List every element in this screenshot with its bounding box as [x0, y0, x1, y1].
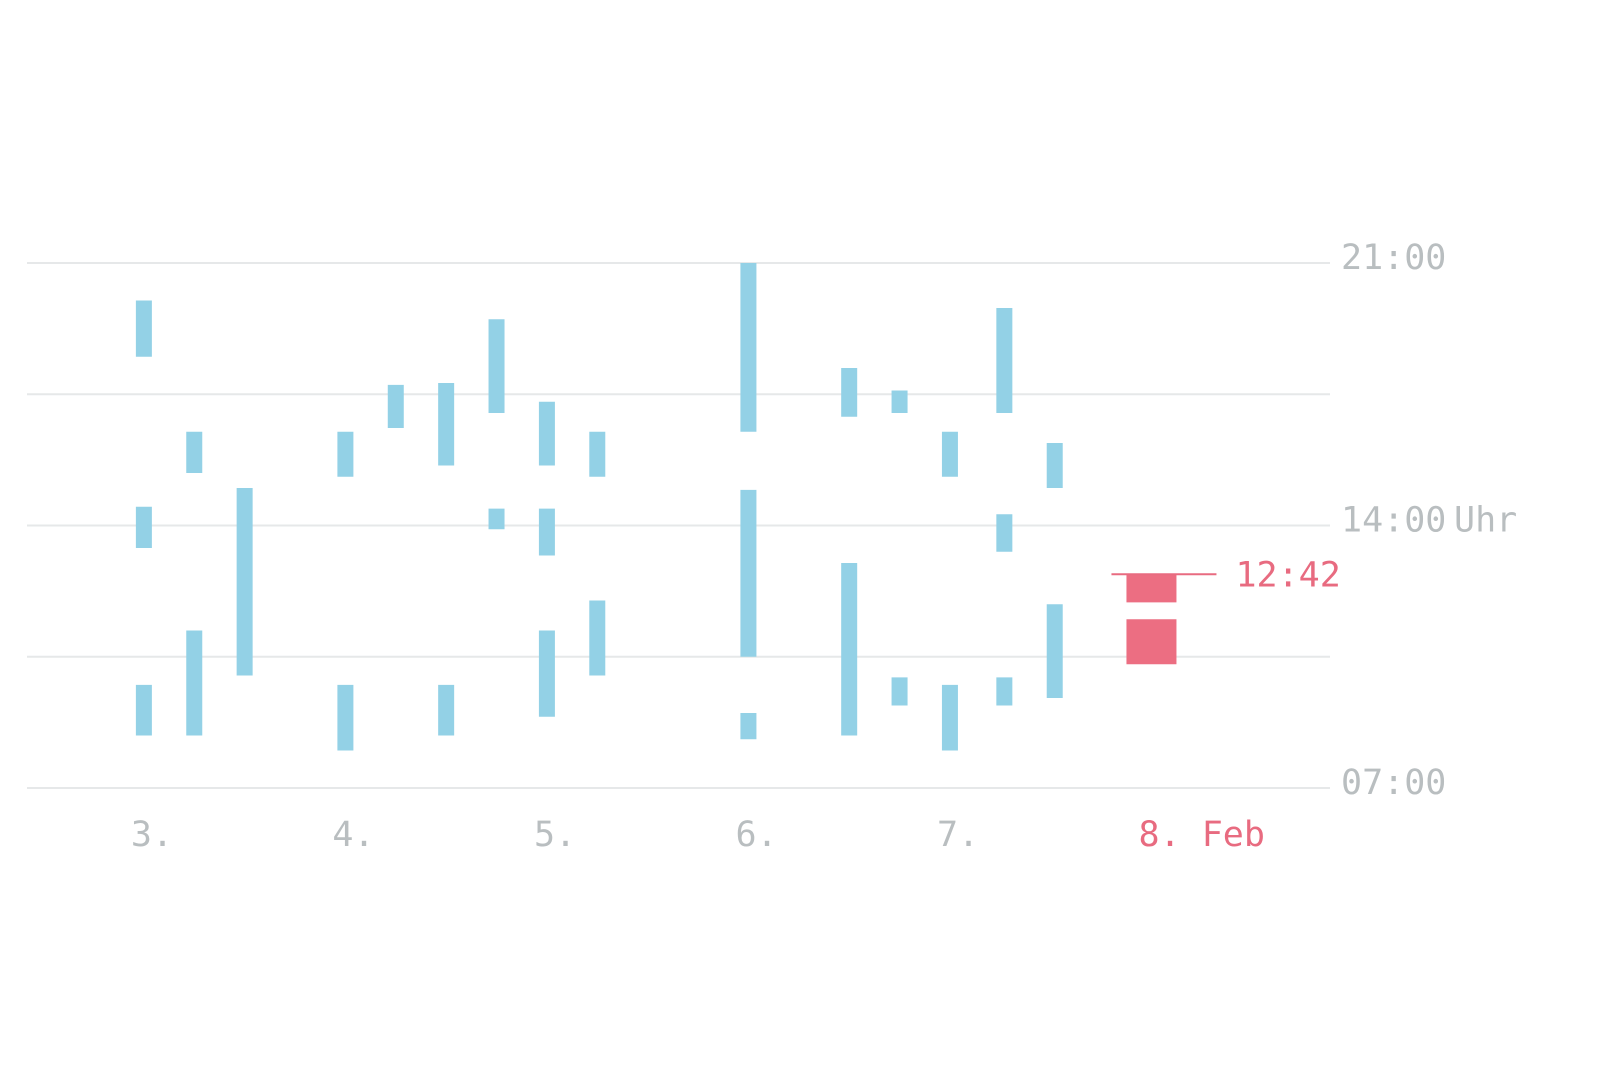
- interval-bar: [135, 684, 152, 736]
- interval-bar: [135, 300, 152, 357]
- current-time-label: 12:42: [1235, 555, 1340, 595]
- y-tick-label: 21:00: [1341, 238, 1446, 278]
- interval-bar: [589, 431, 606, 477]
- interval-bar: [941, 431, 958, 477]
- interval-bar: [387, 384, 404, 428]
- interval-bar: [996, 514, 1013, 552]
- current-time-marker: 12:42: [1111, 555, 1341, 595]
- y-axis-labels: 21:00 14:00 Uhr 07:00: [1341, 238, 1517, 803]
- interval-bar: [337, 684, 354, 751]
- interval-bars: [135, 263, 1177, 751]
- x-axis-labels: 3. 4. 5. 6. 7. 8. Feb: [131, 815, 1265, 855]
- interval-bar: [337, 431, 354, 477]
- today-interval-bar: [1126, 574, 1177, 603]
- x-tick-label: 5.: [534, 815, 576, 855]
- interval-bar: [236, 488, 253, 676]
- x-tick-label: 6.: [735, 815, 777, 855]
- interval-bar: [891, 677, 908, 706]
- interval-bar: [740, 489, 757, 657]
- interval-bar: [996, 677, 1013, 706]
- x-tick-label: 7.: [937, 815, 979, 855]
- interval-bar: [1046, 604, 1063, 698]
- interval-bar: [186, 431, 203, 473]
- interval-bar: [538, 508, 555, 556]
- y-tick-label: 14:00: [1341, 501, 1446, 541]
- interval-bar: [1046, 443, 1063, 488]
- interval-bar: [941, 684, 958, 751]
- interval-bar: [438, 383, 455, 466]
- interval-bar: [740, 713, 757, 740]
- interval-bar: [996, 308, 1013, 413]
- x-tick-label: 3.: [131, 815, 173, 855]
- interval-bar: [488, 508, 505, 530]
- gridlines: [27, 262, 1330, 789]
- interval-bar: [841, 368, 858, 417]
- interval-bar: [438, 684, 455, 736]
- y-unit-label: Uhr: [1454, 501, 1517, 541]
- interval-bar: [589, 600, 606, 676]
- interval-bar: [538, 401, 555, 466]
- y-tick-label: 07:00: [1341, 763, 1446, 803]
- interval-bar: [186, 630, 203, 736]
- x-tick-label: 8. Feb: [1138, 815, 1264, 855]
- interval-bar: [740, 263, 757, 432]
- x-tick-label: 4.: [332, 815, 374, 855]
- today-interval-bar: [1126, 619, 1177, 665]
- interval-bar: [488, 319, 505, 413]
- interval-bar: [841, 563, 858, 736]
- interval-bar: [135, 506, 152, 548]
- interval-bar: [891, 390, 908, 413]
- interval-bar: [538, 630, 555, 717]
